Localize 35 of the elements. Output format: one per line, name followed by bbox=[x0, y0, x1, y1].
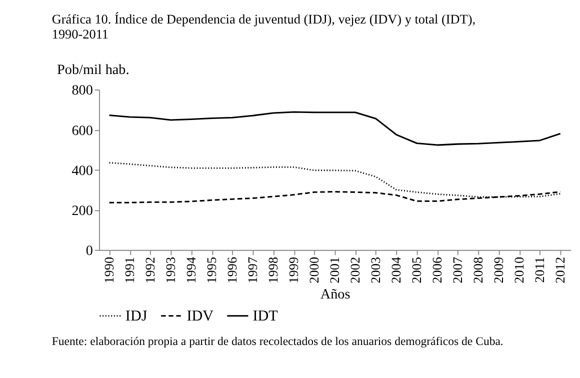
x-tick-label: 2006 bbox=[430, 256, 445, 284]
y-tick-label: 600 bbox=[72, 122, 93, 139]
x-tick-label: 1992 bbox=[142, 256, 158, 284]
x-tick-label: 2000 bbox=[306, 256, 322, 284]
x-tick-label: 2011 bbox=[532, 256, 548, 283]
x-tick-label: 1998 bbox=[266, 256, 281, 284]
x-tick-label: 1997 bbox=[245, 256, 260, 284]
x-tick-label: 1995 bbox=[204, 256, 220, 284]
x-tick-label: 2004 bbox=[388, 256, 404, 284]
x-tick-label: 2002 bbox=[348, 256, 363, 284]
x-tick-label: 2009 bbox=[491, 256, 506, 284]
y-tick-label: 800 bbox=[72, 82, 93, 99]
x-tick-label: 1994 bbox=[184, 256, 199, 284]
y-tick-label: 200 bbox=[72, 202, 93, 219]
x-tick-label: 1993 bbox=[163, 256, 178, 284]
x-tick-label: 1999 bbox=[286, 256, 302, 284]
chart-title: Gráfica 10. Índice de Dependencia de juventud (IDJ), vejez (IDV) y total (IDT), 1990-2011 bbox=[52, 12, 476, 42]
x-tick-label: 1990 bbox=[102, 256, 117, 284]
y-tick-label: 400 bbox=[72, 162, 93, 179]
y-axis-title: Pob/mil hab. bbox=[57, 62, 130, 78]
legend-label: IDT bbox=[252, 308, 278, 325]
x-tick-label: 2003 bbox=[368, 256, 384, 284]
legend-label: IDJ bbox=[125, 308, 148, 325]
x-tick-label: 2012 bbox=[552, 256, 568, 284]
x-tick-label: 2010 bbox=[512, 256, 527, 284]
x-tick-label: 2007 bbox=[450, 256, 466, 284]
x-tick-label: 2001 bbox=[327, 256, 342, 284]
x-tick-label: 2008 bbox=[470, 256, 486, 284]
legend-label: IDV bbox=[186, 308, 214, 325]
x-tick-label: 1996 bbox=[224, 256, 240, 284]
x-axis-title: Años bbox=[320, 286, 350, 302]
source-note: Fuente: elaboración propia a partir de datos recolectados de los anuarios demográficos de Cuba. bbox=[52, 335, 504, 348]
y-tick-label: 0 bbox=[86, 243, 93, 260]
x-tick-label: 1991 bbox=[122, 256, 138, 284]
x-tick-label: 2005 bbox=[409, 256, 424, 284]
